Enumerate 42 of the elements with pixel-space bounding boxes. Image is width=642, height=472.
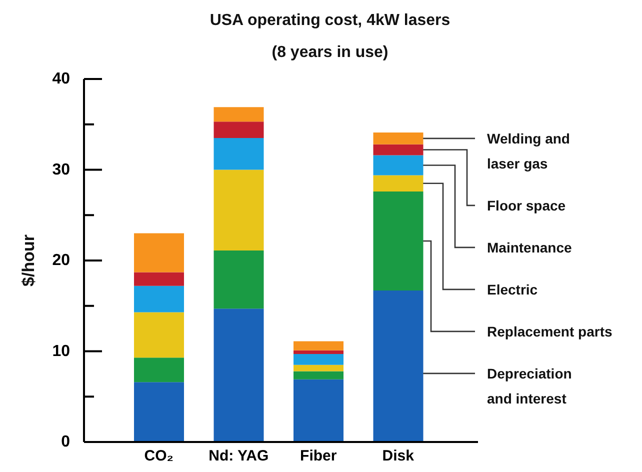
text: Replacement parts bbox=[487, 323, 612, 340]
bar bbox=[214, 138, 264, 170]
bar bbox=[373, 144, 424, 156]
bar bbox=[134, 286, 184, 312]
bar bbox=[294, 350, 344, 354]
bar bbox=[214, 250, 264, 309]
bar bbox=[294, 341, 344, 350]
bar bbox=[134, 382, 184, 442]
chart-title: USA operating cost, 4kW lasers bbox=[210, 12, 450, 28]
bar bbox=[294, 371, 344, 380]
y-tick-label: 20 bbox=[52, 252, 70, 269]
x-tick-label: CO₂ bbox=[144, 448, 174, 465]
bar bbox=[134, 358, 184, 382]
text: Floor space bbox=[487, 197, 566, 214]
y-tick-label: 40 bbox=[52, 70, 70, 88]
bar bbox=[373, 132, 424, 144]
bar bbox=[373, 155, 424, 176]
text: Welding and laser gas bbox=[487, 130, 570, 172]
bar bbox=[373, 175, 424, 192]
text: Depreciation and interest bbox=[487, 365, 572, 406]
bar bbox=[294, 364, 344, 372]
y-tick-label: 0 bbox=[61, 434, 70, 450]
bar bbox=[134, 233, 184, 272]
text: Maintenance bbox=[487, 239, 572, 256]
bar bbox=[294, 354, 344, 365]
bar bbox=[134, 272, 184, 286]
y-tick-label: 30 bbox=[52, 161, 70, 178]
bar bbox=[134, 312, 184, 358]
chart-subtitle: (8 years in use) bbox=[272, 44, 388, 60]
text: Electric bbox=[487, 281, 538, 298]
bar bbox=[294, 379, 344, 442]
bar bbox=[214, 170, 264, 251]
x-tick-label: Nd: YAG bbox=[208, 448, 269, 465]
bar bbox=[214, 308, 264, 442]
x-tick-label: Disk bbox=[382, 448, 415, 465]
x-tick-label: Fiber bbox=[300, 448, 337, 465]
bar bbox=[214, 122, 264, 138]
y-axis-title: $/hour bbox=[18, 234, 38, 286]
y-tick-label: 10 bbox=[52, 342, 70, 360]
bar bbox=[373, 192, 424, 290]
bar bbox=[373, 290, 424, 442]
bar bbox=[214, 107, 264, 122]
